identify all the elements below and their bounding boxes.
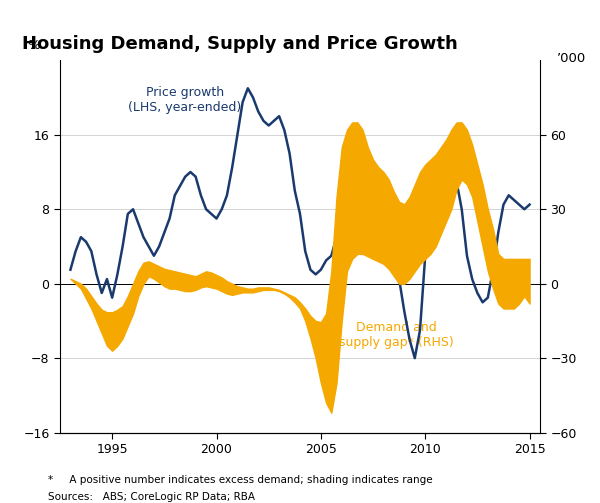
- Text: *     A positive number indicates excess demand; shading indicates range: * A positive number indicates excess dem…: [48, 475, 433, 485]
- Y-axis label: %: %: [27, 39, 40, 52]
- Text: Sources:   ABS; CoreLogic RP Data; RBA: Sources: ABS; CoreLogic RP Data; RBA: [48, 492, 255, 502]
- Text: Housing Demand, Supply and Price Growth: Housing Demand, Supply and Price Growth: [22, 35, 457, 53]
- Y-axis label: ’000: ’000: [557, 52, 586, 65]
- Text: Price growth
(LHS, year-ended): Price growth (LHS, year-ended): [128, 87, 241, 114]
- Text: Demand and
supply gap* (RHS): Demand and supply gap* (RHS): [338, 321, 454, 349]
